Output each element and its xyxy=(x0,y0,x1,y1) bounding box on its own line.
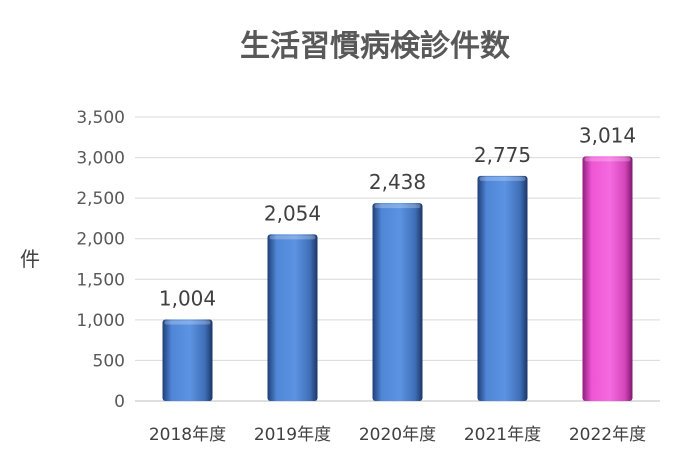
y-tick-label: 3,500 xyxy=(76,108,125,128)
bar-highlight xyxy=(374,204,421,209)
y-tick-label: 0 xyxy=(114,392,125,412)
data-label: 1,004 xyxy=(159,287,216,311)
y-axis-label: 件 xyxy=(20,247,40,271)
bar xyxy=(477,175,528,401)
bar xyxy=(162,319,213,401)
y-tick-label: 500 xyxy=(93,351,125,371)
data-label: 2,438 xyxy=(369,170,426,194)
bar-highlight xyxy=(479,176,526,181)
y-tick-label: 1,000 xyxy=(76,311,125,331)
x-category-label: 2020年度 xyxy=(359,425,436,445)
data-labels: 1,004 2,054 2,438 2,775 3,014 xyxy=(159,123,636,310)
x-category-label: 2021年度 xyxy=(464,425,541,445)
y-tick-label: 2,500 xyxy=(76,189,125,209)
bar xyxy=(267,234,318,401)
y-tick-label: 3,000 xyxy=(76,149,125,169)
bars xyxy=(162,156,633,401)
bar-highlight xyxy=(269,235,316,240)
chart-title: 生活習慣病検診件数 xyxy=(240,29,511,64)
data-label: 3,014 xyxy=(579,123,636,147)
x-category-label: 2018年度 xyxy=(149,425,226,445)
bar-highlight xyxy=(584,157,631,162)
bar-highlight xyxy=(164,320,211,325)
y-axis-ticks: 0 500 1,000 1,500 2,000 2,500 3,000 3,500 xyxy=(76,108,125,412)
x-category-label: 2022年度 xyxy=(569,425,646,445)
x-category-label: 2019年度 xyxy=(254,425,331,445)
y-tick-label: 2,000 xyxy=(76,230,125,250)
bar xyxy=(582,156,633,401)
data-label: 2,775 xyxy=(474,143,531,167)
y-tick-label: 1,500 xyxy=(76,270,125,290)
x-axis-categories: 2018年度 2019年度 2020年度 2021年度 2022年度 xyxy=(149,425,646,445)
data-label: 2,054 xyxy=(264,201,321,225)
bar xyxy=(372,203,423,401)
